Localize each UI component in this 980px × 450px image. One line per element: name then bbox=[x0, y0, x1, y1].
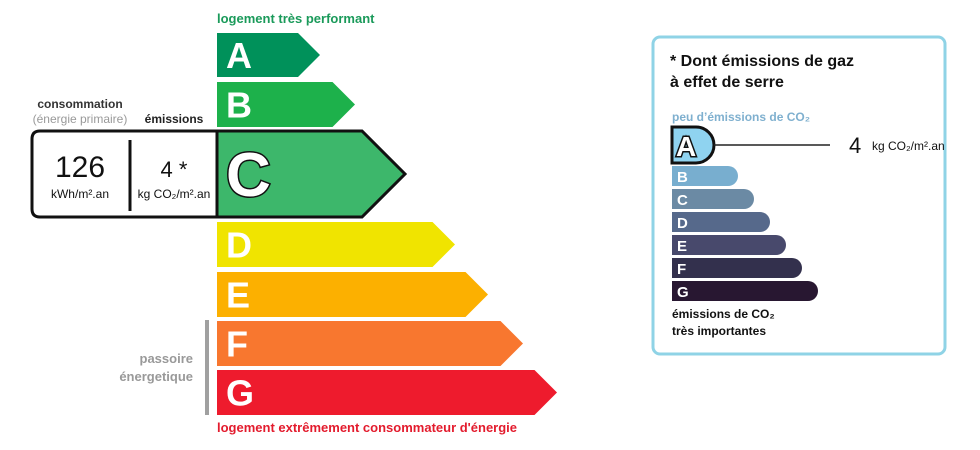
energy-class-letter: C bbox=[226, 141, 271, 210]
ghg-class-letter: A bbox=[676, 131, 696, 162]
energy-bar bbox=[217, 82, 355, 127]
energy-class-g: G bbox=[217, 370, 557, 415]
passoire-label-2: énergetique bbox=[119, 369, 193, 384]
ghg-class-letter: D bbox=[677, 215, 688, 232]
energy-class-letter: F bbox=[226, 324, 248, 365]
energy-bar bbox=[217, 370, 557, 415]
emissions-unit: kg CO₂/m².an bbox=[138, 187, 211, 201]
energy-class-letter: B bbox=[226, 85, 252, 126]
ghg-bottom-label-1: émissions de CO₂ bbox=[672, 307, 775, 321]
ghg-bar bbox=[670, 125, 716, 165]
ghg-value: 4 bbox=[849, 133, 861, 158]
energy-class-letter: E bbox=[226, 275, 250, 316]
ghg-bar bbox=[672, 189, 754, 209]
emissions-value: 4 * bbox=[161, 157, 188, 182]
energy-class-f: F bbox=[217, 321, 523, 366]
ghg-class-letter: F bbox=[677, 261, 686, 278]
ghg-class-letter: E bbox=[677, 238, 687, 255]
ghg-class-e: E bbox=[672, 235, 786, 255]
energy-class-c: C bbox=[215, 129, 408, 219]
energy-bar bbox=[217, 222, 455, 267]
ghg-title-1: * Dont émissions de gaz bbox=[670, 53, 854, 70]
passoire-bar bbox=[205, 320, 209, 415]
ghg-class-letter: G bbox=[677, 284, 689, 301]
ghg-class-b: B bbox=[672, 166, 738, 186]
ghg-class-letter: C bbox=[677, 192, 688, 209]
ghg-bar bbox=[672, 235, 786, 255]
ghg-bar bbox=[672, 281, 818, 301]
consumption-unit: kWh/m².an bbox=[51, 187, 109, 201]
energy-bar bbox=[217, 33, 320, 77]
energy-class-e: E bbox=[217, 272, 488, 317]
emissions-label: émissions bbox=[145, 112, 204, 126]
consumption-value: 126 bbox=[55, 151, 105, 184]
ghg-unit: kg CO₂/m².an bbox=[872, 139, 945, 153]
passoire-label-1: passoire bbox=[140, 351, 193, 366]
ghg-bottom-label-2: très importantes bbox=[672, 324, 766, 338]
ghg-class-c: C bbox=[672, 189, 754, 209]
ghg-bar bbox=[672, 258, 802, 278]
value-box bbox=[30, 129, 219, 219]
energy-class-letter: D bbox=[226, 225, 252, 266]
ghg-bar bbox=[672, 212, 770, 232]
energy-bar bbox=[217, 321, 523, 366]
ghg-class-d: D bbox=[672, 212, 770, 232]
energy-class-b: B bbox=[217, 82, 355, 127]
ghg-top-label: peu d’émissions de CO₂ bbox=[672, 110, 810, 124]
energy-top-label: logement très performant bbox=[217, 11, 375, 26]
ghg-class-g: G bbox=[672, 281, 818, 301]
ghg-class-f: F bbox=[672, 258, 802, 278]
ghg-class-letter: B bbox=[677, 169, 688, 186]
energy-class-d: D bbox=[217, 222, 455, 267]
energy-class-letter: A bbox=[226, 35, 252, 76]
consumption-sublabel: (énergie primaire) bbox=[33, 112, 128, 126]
consumption-label: consommation bbox=[37, 97, 122, 111]
energy-bar bbox=[217, 272, 488, 317]
energy-class-a: A bbox=[217, 33, 320, 77]
energy-bottom-label: logement extrêmement consommateur d'éner… bbox=[217, 420, 517, 435]
ghg-title-2: à effet de serre bbox=[670, 74, 784, 91]
ghg-class-a: A bbox=[670, 125, 716, 165]
ghg-bar bbox=[672, 166, 738, 186]
energy-class-letter: G bbox=[226, 373, 254, 414]
